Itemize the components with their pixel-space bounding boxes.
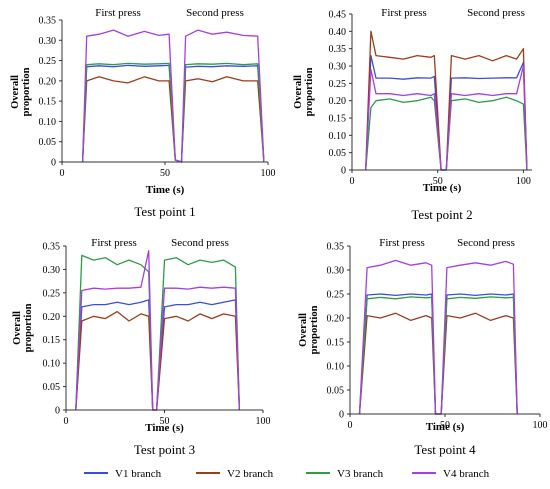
y-tick-label: 0.15 (329, 114, 347, 125)
x-tick-label: 50 (160, 168, 170, 179)
y-axis-label-line: proportion (23, 303, 34, 352)
chart-panel-1: 0 0.05 0.10 0.15 0.20 0.25 0.30 0.35 0 50 100 First… (10, 7, 276, 219)
y-tick-label: 0.25 (43, 288, 61, 299)
panel-title: Test point 2 (411, 207, 472, 222)
legend-label-4: V4 branch (443, 468, 490, 480)
x-tick-label: 50 (440, 420, 450, 431)
y-tick-label: 0.30 (329, 62, 347, 73)
legend-label-3: V3 branch (337, 468, 384, 480)
x-tick-label: 0 (348, 420, 353, 431)
y-tick-label: 0 (339, 410, 344, 421)
y-tick-label: 0.15 (39, 97, 57, 108)
x-tick-label: 100 (256, 416, 271, 427)
y-tick-label: 0.20 (327, 314, 345, 325)
x-axis-label: Time (s) (423, 182, 462, 194)
series-line-4 (365, 65, 528, 171)
series-line-1 (365, 54, 528, 171)
y-tick-label: 0.25 (329, 79, 347, 90)
x-axis-label: Time (s) (426, 421, 465, 433)
x-tick-label: 50 (433, 176, 443, 187)
y-axis-label: Overall proportion (12, 303, 34, 352)
first-press-label: First press (91, 237, 137, 249)
series-line-3 (358, 296, 518, 415)
y-axis-label-line: Overall (10, 75, 21, 109)
y-tick-label: 0.15 (327, 338, 345, 349)
second-press-label: Second press (186, 7, 244, 19)
y-tick-label: 0.35 (43, 242, 61, 253)
y-tick-label: 0.10 (39, 117, 57, 128)
y-tick-label: 0.45 (329, 10, 347, 21)
x-tick-label: 100 (516, 176, 531, 187)
second-press-label: Second press (171, 237, 229, 249)
y-tick-label: 0.30 (43, 265, 61, 276)
series-line-2 (358, 312, 518, 415)
series-line-4 (81, 29, 265, 163)
y-tick-label: 0.05 (329, 148, 347, 159)
y-tick-label: 0.30 (327, 266, 345, 277)
x-axis-label: Time (s) (146, 184, 185, 196)
y-tick-label: 0 (341, 166, 346, 177)
y-tick-label: 0.05 (39, 137, 57, 148)
first-press-label: First press (379, 237, 425, 249)
legend-label-2: V2 branch (227, 468, 274, 480)
y-tick-label: 0.35 (329, 44, 347, 55)
chart-panel-3: 0 0.05 0.10 0.15 0.20 0.25 0.30 0.35 0 50 100 First… (12, 237, 271, 457)
y-axis-label-line: Overall (293, 75, 304, 109)
y-tick-label: 0.10 (327, 362, 345, 373)
legend-label-1: V1 branch (115, 468, 162, 480)
chart-panel-4: 0 0.05 0.10 0.15 0.20 0.25 0.30 0.35 0 50 100 First… (298, 237, 548, 457)
series-line-2 (365, 30, 528, 171)
y-tick-label: 0.30 (39, 36, 57, 47)
y-tick-label: 0.20 (39, 76, 57, 87)
x-axis-label: Time (s) (145, 422, 184, 434)
series-line-4 (358, 259, 518, 415)
y-tick-label: 0.20 (329, 96, 347, 107)
first-press-label: First press (95, 7, 141, 19)
panel-title: Test point 4 (414, 442, 476, 457)
y-tick-label: 0.20 (43, 312, 61, 323)
series-line-1 (358, 293, 518, 415)
y-axis-label-line: Overall (12, 311, 23, 345)
y-axis-label-line: proportion (309, 305, 320, 354)
y-tick-label: 0.15 (43, 335, 61, 346)
panel-title: Test point 3 (134, 442, 195, 457)
second-press-label: Second press (457, 237, 515, 249)
series-line-4 (75, 250, 241, 411)
y-axis-label: Overall proportion (10, 67, 32, 116)
y-tick-label: 0.25 (39, 56, 57, 67)
chart-panel-2: 0 0.05 0.10 0.15 0.20 0.25 0.30 0.35 0.40 0.45 0 50… (293, 7, 532, 222)
y-axis-label: Overall proportion (293, 67, 315, 116)
x-tick-label: 0 (60, 168, 65, 179)
y-tick-label: 0 (55, 406, 60, 417)
y-axis-label-line: proportion (304, 67, 315, 116)
y-tick-label: 0.05 (43, 382, 61, 393)
x-tick-label: 100 (533, 420, 548, 431)
x-tick-label: 0 (64, 416, 69, 427)
y-tick-label: 0.35 (327, 242, 345, 253)
y-tick-label: 0.10 (329, 131, 347, 142)
legend: V1 branch V2 branch V3 branch V4 branch (84, 468, 490, 480)
y-axis-label: Overall proportion (298, 305, 320, 354)
y-tick-label: 0.40 (329, 27, 347, 38)
y-axis-label-line: Overall (298, 313, 309, 347)
x-tick-label: 0 (350, 176, 355, 187)
y-tick-label: 0.10 (43, 359, 61, 370)
second-press-label: Second press (467, 7, 525, 19)
y-tick-label: 0 (51, 158, 56, 169)
first-press-label: First press (381, 7, 427, 19)
x-tick-label: 50 (160, 416, 170, 427)
panel-title: Test point 1 (134, 204, 195, 219)
y-axis-label-line: proportion (21, 67, 32, 116)
y-tick-label: 0.05 (327, 386, 345, 397)
y-tick-label: 0.35 (39, 16, 57, 27)
y-tick-label: 0.25 (327, 290, 345, 301)
x-tick-label: 100 (261, 168, 276, 179)
